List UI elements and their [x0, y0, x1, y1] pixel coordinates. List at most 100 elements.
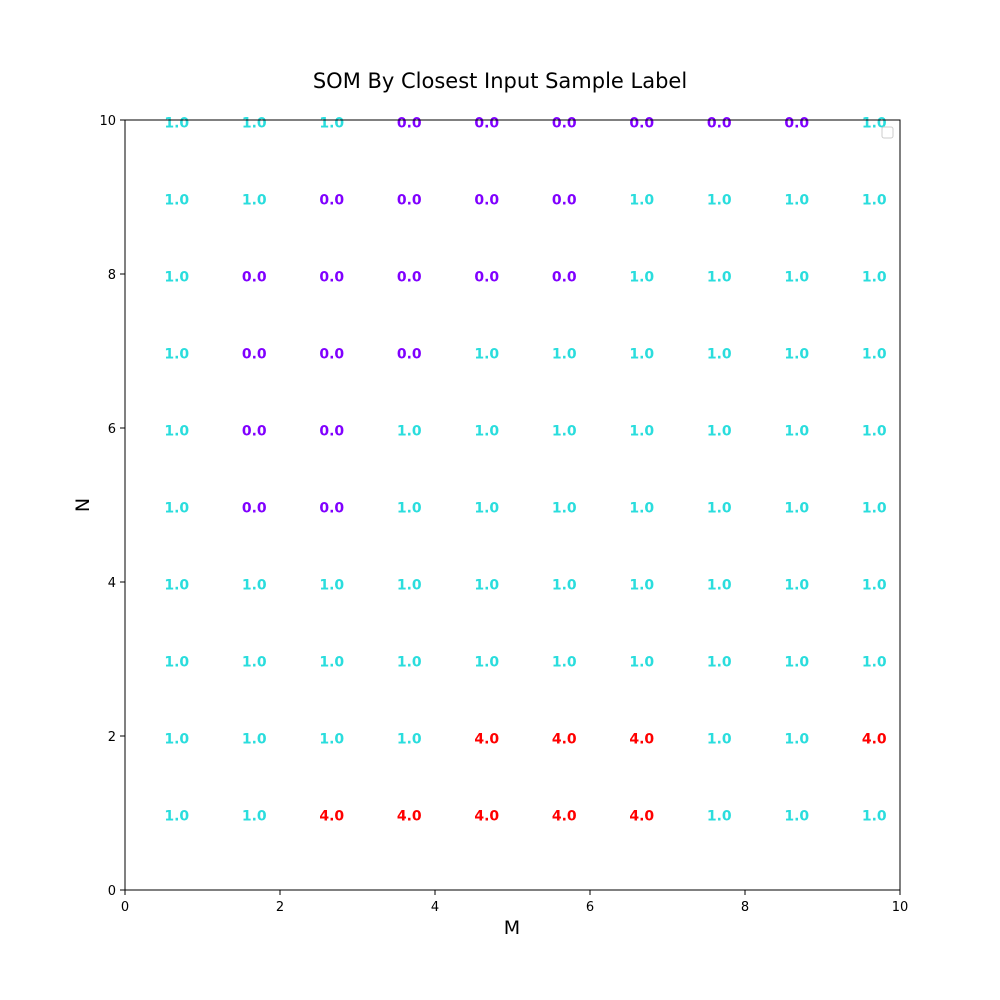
cell-label: 1.0 — [474, 347, 499, 363]
y-axis: 0 2 4 6 8 10 — [99, 114, 125, 899]
cell-label: 1.0 — [552, 578, 577, 594]
cell-label: 1.0 — [164, 809, 189, 825]
cell-label: 1.0 — [552, 501, 577, 517]
cell-label: 1.0 — [707, 809, 732, 825]
cell-label: 1.0 — [242, 193, 267, 209]
cell-label: 4.0 — [474, 732, 499, 748]
cell-label: 1.0 — [474, 501, 499, 517]
cell-label: 1.0 — [164, 655, 189, 671]
y-tick-label: 6 — [108, 422, 116, 437]
cell-label: 1.0 — [319, 116, 344, 132]
cell-label: 1.0 — [862, 424, 887, 440]
cell-label: 1.0 — [319, 578, 344, 594]
y-tick-label: 2 — [108, 730, 116, 745]
cell-label: 0.0 — [474, 270, 499, 286]
cell-label: 1.0 — [474, 655, 499, 671]
cell-label: 1.0 — [552, 655, 577, 671]
x-tick-label: 6 — [586, 900, 594, 915]
cell-label: 1.0 — [862, 193, 887, 209]
cell-label: 0.0 — [397, 270, 422, 286]
y-tick-label: 4 — [108, 576, 116, 591]
cell-label: 1.0 — [707, 193, 732, 209]
cell-label: 1.0 — [319, 655, 344, 671]
cell-label: 1.0 — [397, 732, 422, 748]
cell-label: 0.0 — [552, 116, 577, 132]
cell-label: 0.0 — [552, 270, 577, 286]
cell-label: 4.0 — [862, 732, 887, 748]
cell-label: 1.0 — [629, 193, 654, 209]
cell-label: 1.0 — [707, 424, 732, 440]
cell-label: 0.0 — [319, 424, 344, 440]
cell-label: 1.0 — [397, 424, 422, 440]
cell-label: 0.0 — [242, 424, 267, 440]
cell-label: 1.0 — [629, 347, 654, 363]
x-tick-label: 8 — [741, 900, 749, 915]
cell-label: 4.0 — [629, 732, 654, 748]
cell-label: 1.0 — [552, 424, 577, 440]
cell-label: 1.0 — [242, 655, 267, 671]
cell-label: 1.0 — [707, 270, 732, 286]
cell-label: 1.0 — [862, 501, 887, 517]
y-tick-label: 8 — [108, 268, 116, 283]
cell-label: 1.0 — [164, 578, 189, 594]
cell-label: 1.0 — [552, 347, 577, 363]
cell-label: 1.0 — [862, 809, 887, 825]
cell-label: 4.0 — [319, 809, 344, 825]
cell-label: 1.0 — [784, 424, 809, 440]
cell-label: 0.0 — [397, 347, 422, 363]
cell-label: 1.0 — [164, 732, 189, 748]
x-tick-label: 10 — [892, 900, 909, 915]
cell-label: 0.0 — [397, 116, 422, 132]
y-axis-label: N — [72, 498, 94, 512]
cell-label: 1.0 — [474, 578, 499, 594]
cell-label: 0.0 — [242, 347, 267, 363]
cell-label: 1.0 — [707, 347, 732, 363]
cell-label: 4.0 — [552, 809, 577, 825]
cell-label: 1.0 — [474, 424, 499, 440]
cell-label: 1.0 — [164, 116, 189, 132]
x-axis: 0 2 4 6 8 10 — [121, 890, 908, 915]
cell-label: 1.0 — [629, 501, 654, 517]
cell-label: 1.0 — [629, 655, 654, 671]
cell-label: 1.0 — [242, 809, 267, 825]
cell-label: 1.0 — [784, 732, 809, 748]
cell-label: 0.0 — [474, 193, 499, 209]
x-tick-label: 2 — [276, 900, 284, 915]
cell-label: 0.0 — [242, 501, 267, 517]
cell-label: 1.0 — [862, 270, 887, 286]
cell-label: 1.0 — [164, 347, 189, 363]
cell-label: 0.0 — [242, 270, 267, 286]
cell-label: 1.0 — [862, 347, 887, 363]
cell-label: 1.0 — [862, 578, 887, 594]
cell-label: 1.0 — [784, 578, 809, 594]
cell-label: 1.0 — [164, 501, 189, 517]
cell-label: 1.0 — [784, 655, 809, 671]
cell-label: 0.0 — [629, 116, 654, 132]
cell-label: 1.0 — [164, 270, 189, 286]
cell-label: 4.0 — [629, 809, 654, 825]
x-axis-label: M — [504, 917, 520, 939]
cell-label: 1.0 — [397, 655, 422, 671]
cell-label: 4.0 — [397, 809, 422, 825]
cell-label: 1.0 — [164, 424, 189, 440]
cell-label: 1.0 — [862, 655, 887, 671]
cell-label: 1.0 — [784, 501, 809, 517]
cell-label: 4.0 — [552, 732, 577, 748]
cell-label: 0.0 — [319, 347, 344, 363]
cell-label: 1.0 — [242, 578, 267, 594]
cell-label: 1.0 — [784, 809, 809, 825]
cell-label: 0.0 — [474, 116, 499, 132]
cell-label: 1.0 — [242, 732, 267, 748]
cell-label: 4.0 — [474, 809, 499, 825]
cell-label: 0.0 — [319, 501, 344, 517]
cell-label: 1.0 — [397, 578, 422, 594]
cell-label: 1.0 — [629, 424, 654, 440]
cell-label: 0.0 — [784, 116, 809, 132]
cell-label: 1.0 — [707, 578, 732, 594]
chart-title: SOM By Closest Input Sample Label — [313, 69, 687, 93]
cell-label: 0.0 — [707, 116, 732, 132]
cell-label: 1.0 — [629, 270, 654, 286]
cell-label: 1.0 — [707, 732, 732, 748]
cell-label: 1.0 — [707, 501, 732, 517]
